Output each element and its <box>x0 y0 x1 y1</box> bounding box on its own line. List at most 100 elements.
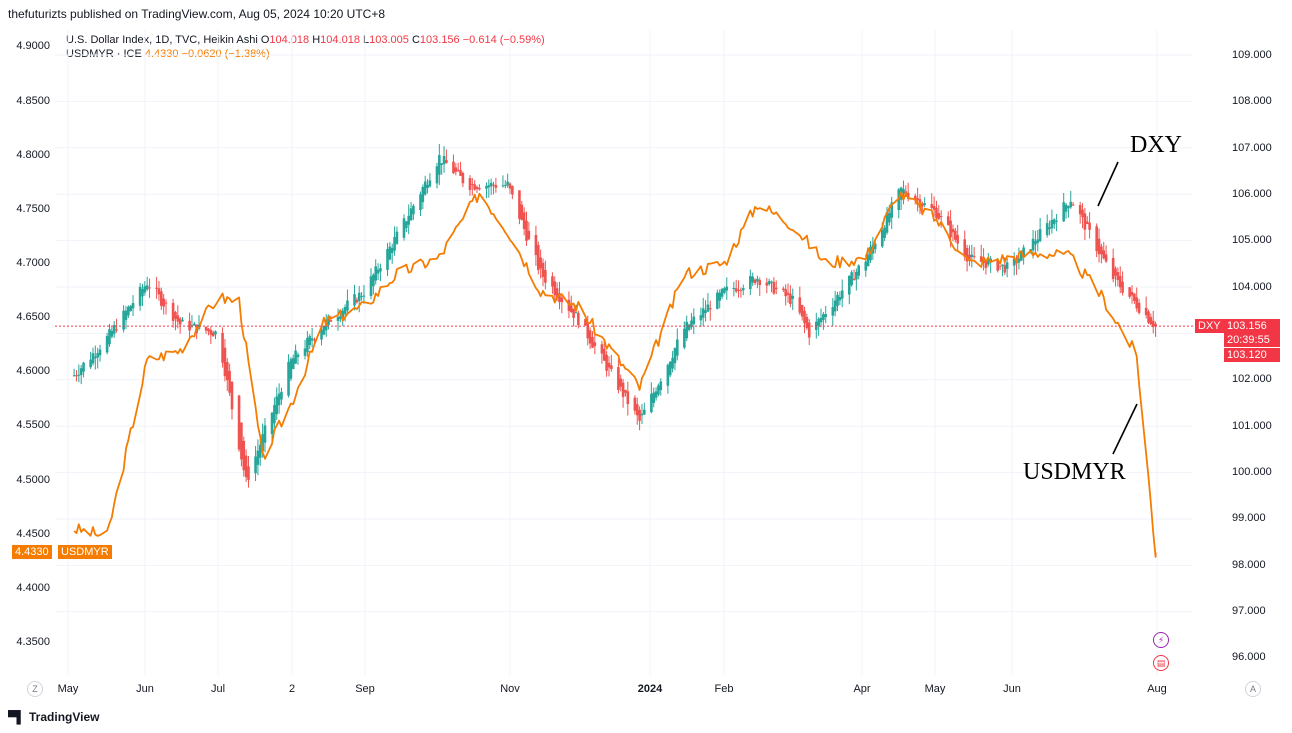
dxy-candle-body <box>555 288 559 299</box>
tradingview-logo[interactable]: ▀▌ TradingView <box>8 710 99 724</box>
dxy-candle-body <box>254 456 257 474</box>
dxy-candle-body <box>624 389 627 393</box>
dxy-candle-body <box>635 404 639 416</box>
dxy-candle-body <box>610 365 613 370</box>
us-flag-icon[interactable]: ▤ <box>1153 655 1169 671</box>
dxy-candle-body <box>289 359 293 379</box>
dxy-candle-body <box>263 425 267 443</box>
auto-scale-button[interactable]: A <box>1245 681 1261 697</box>
dxy-candle-body <box>890 202 893 218</box>
dxy-candle-body <box>800 305 804 317</box>
right-tick: 107.000 <box>1232 142 1272 154</box>
dxy-candle-body <box>1147 311 1150 323</box>
left-tick: 4.5000 <box>16 474 50 486</box>
dxy-candle-body <box>544 269 547 283</box>
dxy-candle-body <box>949 220 952 238</box>
left-price-axis[interactable]: 4.9000 4.8500 4.8000 4.7500 4.7000 4.650… <box>0 0 50 733</box>
dxy-candle-body <box>786 292 790 295</box>
dxy-candle-body <box>986 260 990 265</box>
dxy-label-badge: DXY <box>1195 319 1224 333</box>
dxy-candle-body <box>141 288 144 297</box>
dxy-candle-body <box>1081 209 1084 218</box>
legend-dxy-change: −0.614 (−0.59%) <box>462 34 545 46</box>
dxy-candle-body <box>824 314 828 318</box>
dxy-candle-body <box>362 295 366 297</box>
legend-usdmyr-name: USDMYR · ICE <box>66 48 142 60</box>
dxy-candle-body <box>673 348 677 364</box>
dxy-candle-body <box>1097 238 1101 255</box>
legend-usdmyr-change: −0.0620 (−1.38%) <box>181 48 270 60</box>
x-tick: Feb <box>714 683 734 695</box>
dxy-candle-body <box>1128 287 1131 297</box>
dxy-candle-body <box>692 316 696 324</box>
legend-usdmyr-row[interactable]: USDMYR · ICE 4.4330 −0.0620 (−1.38%) <box>66 47 545 61</box>
dxy-candle-body <box>996 260 1000 271</box>
dxy-candle-body <box>930 204 934 209</box>
dxy-candle-body <box>833 300 837 312</box>
dxy-candle-body <box>633 397 637 411</box>
dxy-candle-body <box>758 280 762 286</box>
left-tick: 4.6500 <box>16 311 50 323</box>
dxy-candle-body <box>1062 202 1065 222</box>
dxy-candle-body <box>831 307 835 316</box>
dxy-candle-body <box>1012 258 1016 266</box>
dxy-candle-body <box>409 208 413 221</box>
dxy-candle-body <box>569 305 573 312</box>
dxy-candle-body <box>626 391 630 405</box>
legend-dxy-row[interactable]: U.S. Dollar Index, 1D, TVC, Heikin Ashi … <box>66 33 545 47</box>
x-tick: May <box>924 683 946 695</box>
dxy-candle-body <box>171 303 175 321</box>
dxy-candle-body <box>461 172 465 184</box>
dxy-candle-body <box>91 353 95 364</box>
dxy-candle-body <box>178 318 182 325</box>
tradingview-brand: TradingView <box>29 710 100 724</box>
dxy-candle-body <box>223 347 227 377</box>
dxy-candle-body <box>1078 205 1082 215</box>
flash-icon[interactable]: ⚡ <box>1153 632 1169 648</box>
x-tick-year: 2024 <box>637 683 663 695</box>
usdmyr-annotation: USDMYR <box>1023 459 1126 485</box>
dxy-candle-body <box>471 184 474 186</box>
dxy-candle-body <box>89 359 92 368</box>
x-tick: Jun <box>136 683 154 695</box>
dxy-candle-body <box>395 231 399 244</box>
dxy-candle-body <box>98 349 102 356</box>
dxy-candle-body <box>932 206 936 210</box>
dxy-candle-body <box>869 246 872 261</box>
dxy-candle-body <box>751 276 754 283</box>
dxy-candle-body <box>372 274 375 287</box>
dxy-candle-body <box>1121 281 1124 293</box>
dxy-candle-body <box>817 318 820 326</box>
right-tick: 104.000 <box>1232 281 1272 293</box>
right-tick: 100.000 <box>1232 466 1272 478</box>
dxy-candle-body <box>968 254 971 260</box>
dxy-heikin-ashi-series <box>72 143 1157 488</box>
dxy-candle-body <box>1048 227 1051 230</box>
right-tick: 96.000 <box>1232 651 1266 663</box>
dxy-candle-body <box>131 303 135 309</box>
left-tick: 4.4000 <box>16 582 50 594</box>
dxy-candle-body <box>310 338 314 341</box>
dxy-candle-body <box>753 279 757 284</box>
right-price-axis[interactable]: 109.000 108.000 107.000 106.000 105.000 … <box>1228 0 1292 733</box>
dxy-candle-body <box>737 289 740 291</box>
dxy-candle-body <box>605 354 608 371</box>
legend-o-label: O <box>260 34 270 46</box>
dxy-candle-body <box>1116 272 1120 281</box>
dxy-candle-body <box>1083 213 1087 230</box>
dxy-candle-body <box>807 322 811 338</box>
dxy-candle-body <box>1050 219 1054 229</box>
dxy-candle-body <box>1036 239 1040 243</box>
dxy-candle-body <box>864 261 868 271</box>
dxy-candle-body <box>327 315 330 325</box>
dxy-candle-body <box>593 342 597 347</box>
dxy-candle-body <box>442 155 446 165</box>
dxy-candle-body <box>527 230 531 240</box>
dxy-candle-body <box>280 391 283 400</box>
zoom-button[interactable]: Z <box>27 681 43 697</box>
dxy-candle-body <box>683 328 686 348</box>
dxy-candle-body <box>518 190 521 219</box>
dxy-candle-body <box>475 186 479 190</box>
dxy-candle-body <box>937 213 941 219</box>
